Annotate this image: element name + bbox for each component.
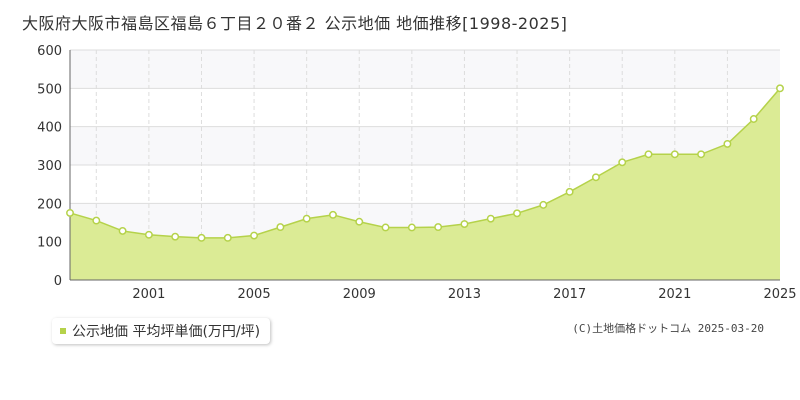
legend-label: 公示地価 平均坪単価(万円/坪) (72, 324, 261, 340)
chart-legend: 公示地価 平均坪単価(万円/坪) (52, 318, 271, 344)
series-area (70, 88, 780, 280)
data-point (92, 216, 101, 225)
x-tick-label: 2005 (238, 287, 271, 302)
data-point (486, 214, 495, 223)
data-point (565, 187, 574, 196)
data-point (355, 217, 364, 226)
data-point (618, 158, 627, 167)
data-point (381, 223, 390, 232)
grid-band (70, 50, 780, 89)
data-point (460, 220, 469, 228)
y-tick-label: 0 (54, 274, 62, 289)
x-tick-label: 2009 (343, 287, 376, 302)
copyright-credit: (C)土地価格ドットコム 2025-03-20 (572, 322, 764, 335)
data-point (644, 150, 653, 159)
data-point (223, 233, 232, 242)
data-point (250, 231, 259, 240)
data-point (513, 209, 521, 218)
data-point (749, 115, 758, 123)
y-tick-label: 600 (37, 44, 62, 59)
data-point (276, 223, 285, 232)
chart-title: 大阪府大阪市福島区福島６丁目２０番２ 公示地価 地価推移[1998-2025] (22, 14, 568, 33)
series-line (69, 87, 781, 239)
x-tick-label: 2025 (763, 287, 796, 302)
data-point (776, 84, 784, 93)
data-point (171, 232, 180, 241)
data-point (329, 210, 337, 219)
data-point (302, 214, 311, 223)
y-tick-label: 500 (37, 82, 62, 97)
data-point (197, 233, 206, 242)
legend-swatch (60, 328, 66, 334)
data-point (591, 173, 600, 182)
x-tick-label: 2013 (448, 287, 481, 302)
x-tick-label: 2017 (553, 287, 586, 302)
data-point (697, 150, 706, 159)
data-point (723, 139, 732, 148)
data-point (118, 226, 127, 235)
data-point (144, 230, 153, 239)
y-tick-label: 300 (37, 159, 62, 174)
data-point (670, 150, 679, 159)
data-point (407, 223, 416, 232)
data-point (66, 208, 74, 217)
data-point (539, 200, 548, 209)
x-tick-label: 2001 (132, 287, 165, 302)
y-tick-label: 200 (37, 197, 62, 212)
data-point (434, 223, 443, 232)
y-tick-label: 100 (37, 236, 62, 251)
y-tick-label: 400 (37, 121, 62, 136)
x-tick-label: 2021 (658, 287, 691, 302)
